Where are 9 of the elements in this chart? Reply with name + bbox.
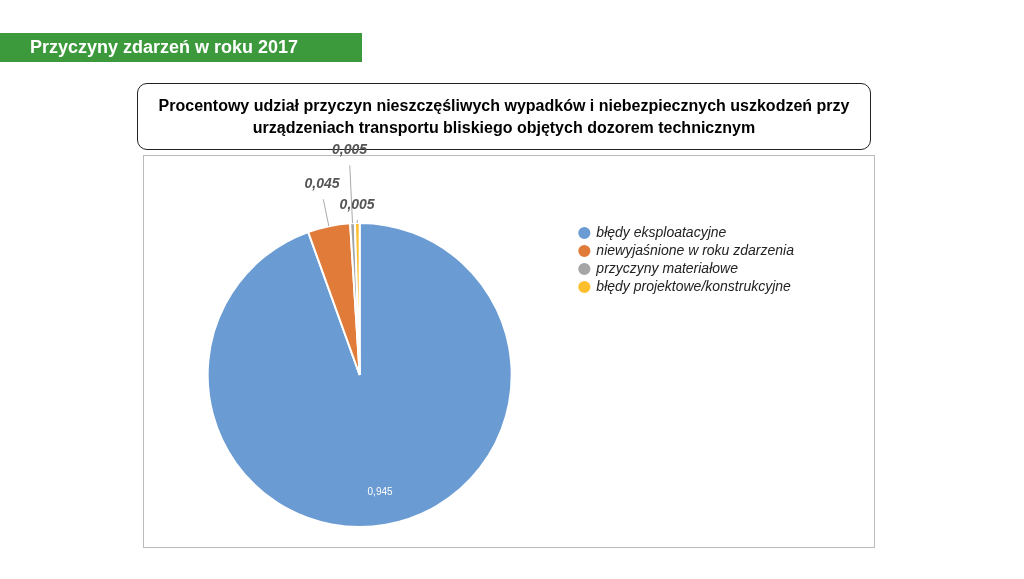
- chart-title: Przyczyny zdarzeń w roku 2017: [0, 33, 362, 62]
- legend-label: błędy projektowe/konstrukcyjne: [596, 277, 792, 294]
- legend-label: niewyjaśnione w roku zdarzenia: [596, 241, 795, 258]
- legend-label: przyczyny materiałowe: [595, 259, 739, 276]
- data-label: 0,005: [339, 195, 375, 212]
- chart-subtitle: Procentowy udział przyczyn nieszczęśliwych wypadków i niebezpiecznych uszkodzeń przy urządzeniach transportu bliskiego objętych dozorem technicznym: [158, 96, 850, 136]
- data-label: 0,945: [367, 485, 393, 497]
- legend-label: błędy eksploatacyjne: [596, 223, 727, 240]
- data-label: 0,045: [304, 175, 340, 192]
